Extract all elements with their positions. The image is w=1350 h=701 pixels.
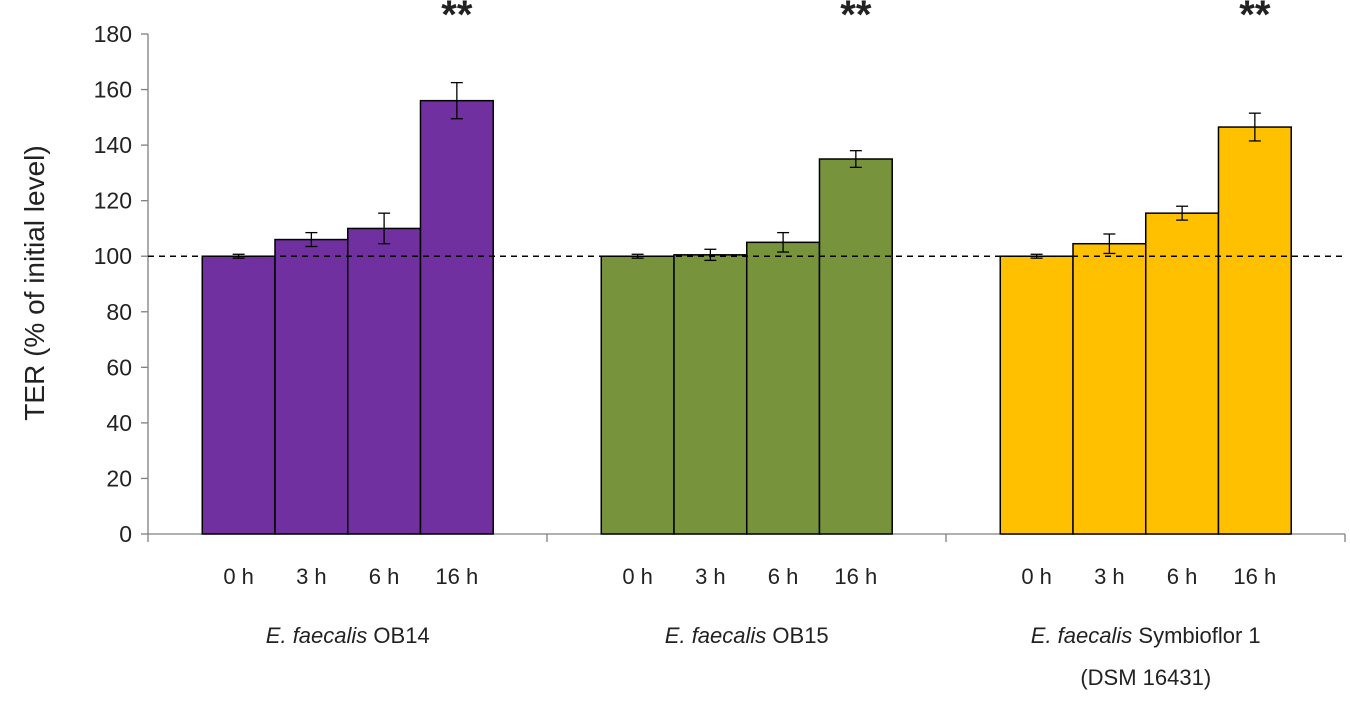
y-tick-label: 100 bbox=[94, 243, 132, 269]
group-label: E. faecalis OB15 bbox=[665, 623, 829, 648]
y-tick-label: 20 bbox=[106, 465, 132, 491]
bar bbox=[999, 255, 1074, 535]
x-category-label: 16 h bbox=[1233, 564, 1276, 589]
x-category-label: 0 h bbox=[1021, 564, 1052, 589]
x-category-label: 16 h bbox=[435, 564, 478, 589]
y-tick-label: 40 bbox=[106, 410, 132, 436]
group-label: E. faecalis OB14 bbox=[266, 623, 430, 648]
y-tick-label: 0 bbox=[119, 521, 132, 547]
y-tick-label: 140 bbox=[94, 132, 132, 158]
group-label-strain: OB14 bbox=[367, 623, 429, 648]
bar bbox=[745, 241, 821, 535]
bar bbox=[1072, 242, 1147, 535]
group-label-species: E. faecalis bbox=[665, 623, 767, 648]
group-label-species: E. faecalis bbox=[266, 623, 368, 648]
plot-area: 0 20 40 60 80 100 120 140 160 180 0 h 3 h 6 h 16 h ** E… bbox=[94, 0, 1346, 690]
bar bbox=[600, 255, 675, 535]
x-category-label: 6 h bbox=[768, 564, 799, 589]
x-category-label: 0 h bbox=[223, 564, 254, 589]
significance-marker: ** bbox=[840, 0, 872, 37]
x-category-label: 3 h bbox=[1094, 564, 1125, 589]
group-label-line2: (DSM 16431) bbox=[1080, 665, 1211, 690]
group-label-species: E. faecalis bbox=[1031, 623, 1133, 648]
significance-marker: ** bbox=[441, 0, 473, 37]
x-category-label: 0 h bbox=[622, 564, 653, 589]
bar bbox=[1217, 126, 1292, 535]
y-tick-label: 60 bbox=[106, 354, 132, 380]
y-tick-label: 120 bbox=[94, 188, 132, 214]
bar bbox=[274, 238, 349, 535]
significance-marker: ** bbox=[1239, 0, 1271, 37]
x-category-label: 3 h bbox=[296, 564, 327, 589]
group-label-strain: Symbioflor 1 bbox=[1132, 623, 1260, 648]
y-axis-label: TER (% of initial level) bbox=[19, 145, 50, 420]
bar bbox=[818, 158, 893, 535]
group-label-strain: OB15 bbox=[766, 623, 828, 648]
y-tick-label: 160 bbox=[94, 77, 132, 103]
y-tick-label: 80 bbox=[106, 299, 132, 325]
group-label: E. faecalis Symbioflor 1 bbox=[1031, 623, 1261, 648]
x-category-label: 6 h bbox=[1167, 564, 1198, 589]
bar bbox=[346, 227, 422, 535]
bar bbox=[1144, 212, 1220, 535]
x-category-label: 6 h bbox=[369, 564, 400, 589]
x-category-label: 16 h bbox=[834, 564, 877, 589]
bar bbox=[201, 255, 276, 535]
bar bbox=[673, 254, 748, 535]
bar bbox=[419, 99, 494, 535]
y-tick-label: 180 bbox=[94, 21, 132, 47]
x-category-label: 3 h bbox=[695, 564, 726, 589]
